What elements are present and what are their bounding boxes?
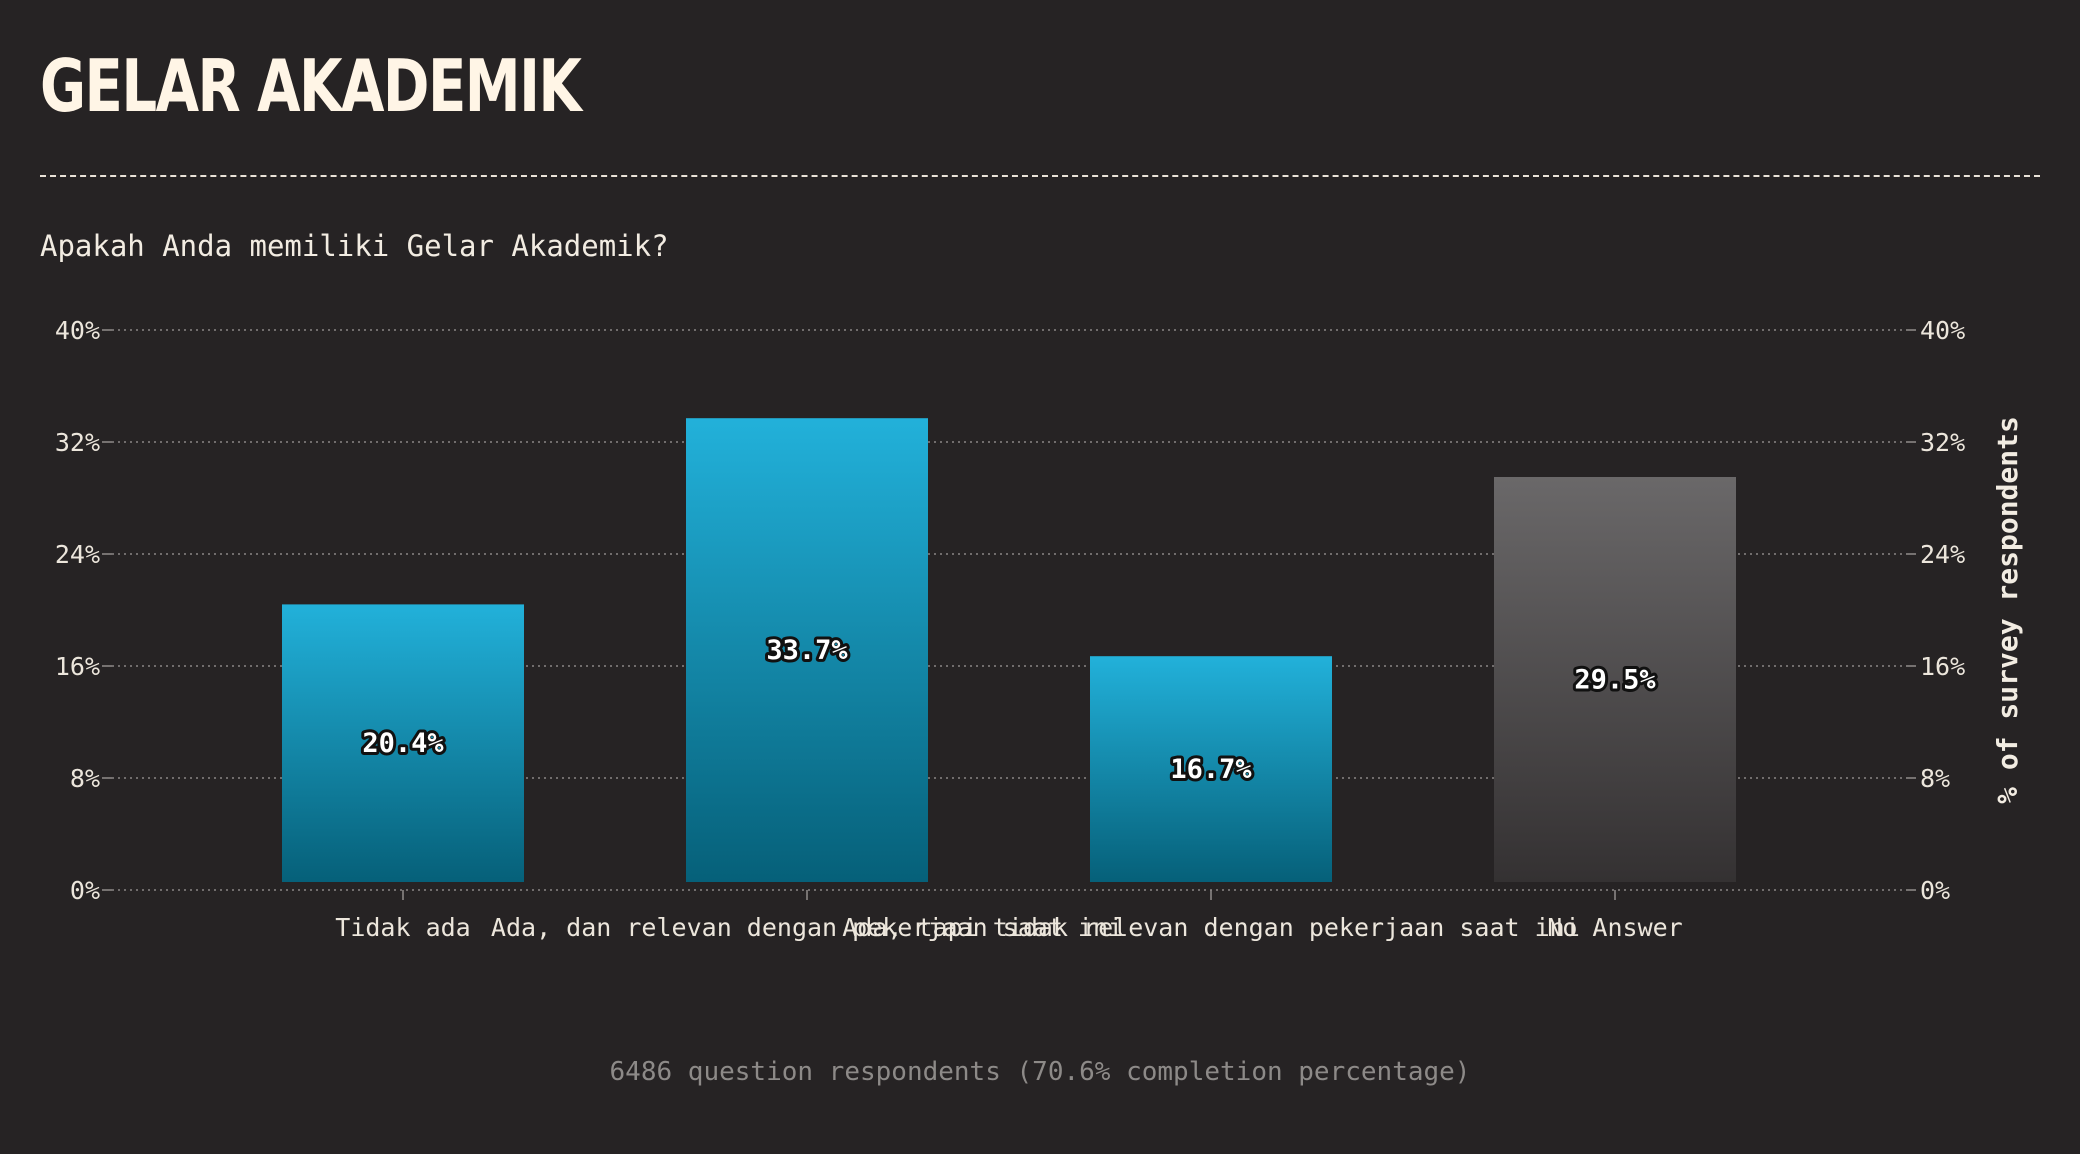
y-tick-label-right: 0%: [1920, 876, 1950, 905]
bar-value-label: 29.5%: [1574, 665, 1656, 696]
x-tick-label: Tidak ada: [335, 913, 470, 942]
x-tick-label: Ada, dan relevan dengan pekerjaan saat i…: [491, 913, 1123, 942]
y-tick-label-left: 24%: [55, 540, 100, 569]
y-tick-label-left: 40%: [55, 316, 100, 345]
bar-value-label: 16.7%: [1170, 754, 1252, 785]
y-tick-label-right: 24%: [1920, 540, 1965, 569]
y-tick-label-right: 32%: [1920, 428, 1965, 457]
bar-value-label: 33.7%: [766, 635, 848, 666]
bar-value-label: 20.4%: [362, 728, 444, 759]
bar-1: [282, 604, 524, 882]
y-tick-label-left: 8%: [70, 764, 100, 793]
y-tick-label-left: 32%: [55, 428, 100, 457]
bar-3: [1090, 656, 1332, 882]
x-axis: Tidak ada Ada, dan relevan dengan pekerja…: [335, 890, 1683, 942]
bar-2: [686, 418, 928, 882]
x-tick-label: No Answer: [1547, 913, 1682, 942]
y-tick-label-left: 0%: [70, 876, 100, 905]
bars: 20.4% 33.7% 16.7% 29.5%: [282, 418, 1736, 882]
y-axis-left: 0% 8% 16% 24% 32% 40%: [55, 316, 112, 905]
y-axis-right: 0% 8% 16% 24% 32% 40%: [1906, 316, 1965, 905]
survey-question: Apakah Anda memiliki Gelar Akademik?: [40, 229, 669, 263]
y-tick-label-left: 16%: [55, 652, 100, 681]
page-title: GELAR AKADEMIK: [40, 44, 582, 128]
bar-4: [1494, 477, 1736, 882]
respondents-footer: 6486 question respondents (70.6% complet…: [609, 1057, 1471, 1087]
y-tick-label-right: 16%: [1920, 652, 1965, 681]
x-tick-label: Ada, tapi tidak relevan dengan pekerjaan…: [842, 913, 1580, 942]
y-axis-label: % of survey respondents: [1991, 416, 2024, 804]
y-tick-label-right: 40%: [1920, 316, 1965, 345]
title-divider: [40, 175, 2040, 177]
y-tick-label-right: 8%: [1920, 764, 1950, 793]
